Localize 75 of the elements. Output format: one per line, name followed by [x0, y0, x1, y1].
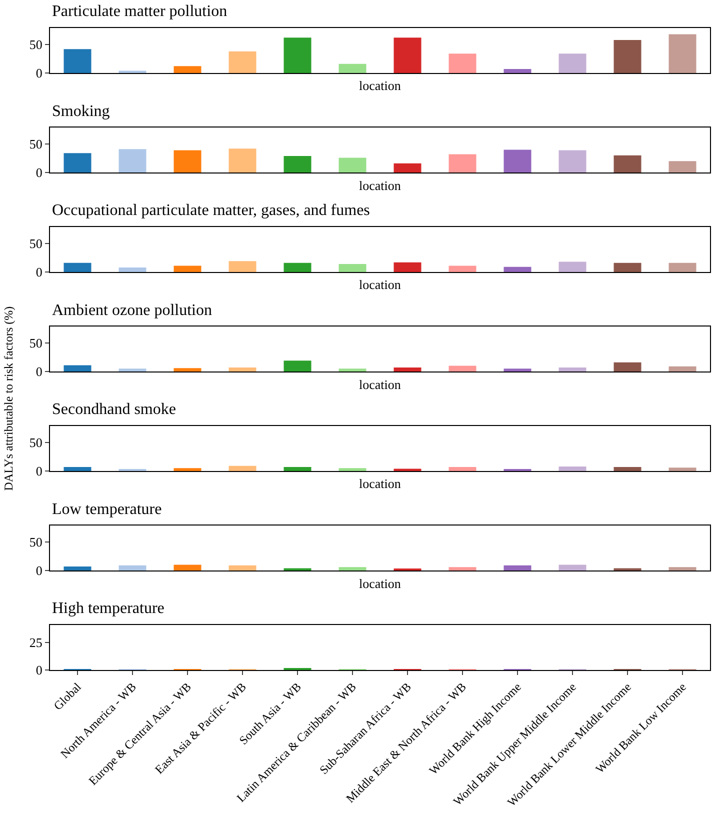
bar	[174, 66, 202, 73]
bar	[338, 158, 366, 172]
bar	[394, 38, 422, 73]
bar	[118, 267, 146, 272]
bar	[558, 54, 586, 73]
bar	[394, 368, 422, 372]
bar	[284, 262, 312, 272]
bar	[504, 150, 532, 172]
bar	[448, 154, 476, 172]
y-tick-label: 0	[36, 464, 42, 479]
bar	[448, 54, 476, 73]
bar	[668, 262, 696, 272]
y-tick-label: 50	[29, 336, 42, 351]
x-axis-title: location	[359, 476, 402, 491]
bar	[558, 150, 586, 172]
chart-title: High temperature	[52, 600, 164, 617]
bar	[394, 262, 422, 272]
bar	[504, 69, 532, 73]
bar	[614, 262, 642, 272]
bar	[614, 362, 642, 372]
bar	[338, 64, 366, 73]
bar	[118, 149, 146, 172]
y-axis-title: DALYs attributable to risk factors (%)	[1, 306, 16, 491]
bar	[118, 368, 146, 372]
chart-title: Secondhand smoke	[52, 401, 176, 418]
bar	[64, 49, 92, 73]
y-tick-label: 25	[29, 634, 42, 650]
bar	[668, 366, 696, 372]
bar	[228, 368, 256, 372]
chart-title: Ambient ozone pollution	[52, 302, 212, 319]
bar	[558, 368, 586, 372]
y-tick-label: 50	[29, 534, 42, 550]
bar	[394, 163, 422, 172]
y-tick-label: 50	[29, 136, 42, 152]
y-tick-label: 50	[29, 236, 42, 252]
bar	[338, 264, 366, 272]
bar	[228, 148, 256, 172]
bar	[64, 262, 92, 272]
bar	[668, 34, 696, 73]
y-tick-label: 0	[36, 563, 42, 578]
chart-title: Smoking	[52, 103, 110, 120]
x-axis-title: location	[359, 178, 402, 193]
bar	[558, 262, 586, 272]
bar	[64, 365, 92, 372]
chart-title: Particulate matter pollution	[52, 3, 228, 20]
bar	[284, 360, 312, 372]
y-tick-label: 50	[29, 435, 42, 450]
bar	[174, 266, 202, 272]
y-tick-label: 0	[36, 66, 42, 81]
chart-title: Low temperature	[52, 501, 162, 518]
chart-title: Occupational particulate matter, gases, and fumes	[52, 202, 370, 219]
bar	[504, 368, 532, 372]
bar	[668, 161, 696, 172]
bar	[228, 51, 256, 73]
bar	[174, 150, 202, 172]
bar	[448, 266, 476, 272]
bar	[448, 366, 476, 372]
x-axis-title: location	[359, 78, 402, 93]
bar	[504, 266, 532, 272]
bar	[284, 156, 312, 172]
x-axis-title: location	[359, 277, 402, 292]
y-tick-label: 0	[36, 264, 42, 280]
bar	[338, 368, 366, 372]
x-axis-title: location	[359, 576, 402, 591]
bar	[174, 368, 202, 372]
bar	[284, 38, 312, 73]
bar	[614, 40, 642, 73]
y-tick-label: 0	[36, 364, 42, 380]
x-axis-title: location	[359, 377, 402, 392]
bar	[228, 261, 256, 272]
y-tick-label: 50	[29, 37, 42, 52]
y-tick-label: 0	[36, 165, 42, 180]
y-tick-label: 0	[36, 662, 42, 678]
bar	[64, 153, 92, 172]
bar	[614, 155, 642, 172]
